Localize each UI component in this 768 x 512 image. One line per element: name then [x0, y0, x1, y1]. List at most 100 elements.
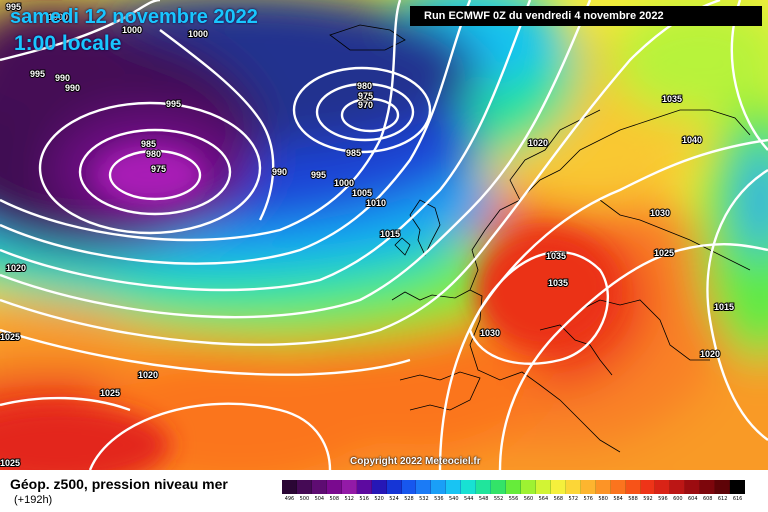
legend-tick: 544	[463, 496, 474, 502]
isobar-label: 1010	[366, 198, 386, 208]
legend-swatch	[476, 480, 492, 494]
legend-swatch	[296, 480, 312, 494]
legend-swatch	[521, 480, 536, 494]
legend-tick: 500	[299, 496, 310, 502]
isobar-label: 1020	[700, 349, 720, 359]
legend-tick: 512	[344, 496, 354, 502]
legend-swatch	[655, 480, 671, 494]
legend-tick: 600	[673, 496, 683, 502]
legend-tick: 496	[284, 496, 295, 502]
coastlines	[329, 24, 751, 453]
legend-swatch	[715, 480, 731, 494]
legend-swatch	[640, 480, 656, 494]
legend-tick: 568	[553, 496, 564, 502]
isobar-label: 990	[55, 73, 70, 83]
legend-tick: 508	[329, 496, 340, 502]
legend-swatch	[371, 480, 387, 494]
isobar-label: 1035	[662, 94, 682, 104]
forecast-hour-label: (+192h)	[14, 494, 53, 506]
isobar-label: 1025	[654, 248, 674, 258]
legend-tick: 528	[404, 496, 414, 502]
isobar-label: 1020	[138, 370, 158, 380]
legend-tick-labels: 496 500 504 508 512 516 520 524 528 532 536 540 544 5…	[282, 496, 745, 506]
legend-swatch	[625, 480, 641, 494]
legend-swatch	[326, 480, 342, 494]
legend-tick: 536	[434, 496, 444, 502]
isobar-label: 980	[357, 81, 372, 91]
isobar-label: 975	[358, 91, 373, 101]
isobar-label: 1025	[0, 458, 20, 468]
legend-swatch	[685, 480, 701, 494]
isobar-label: 1030	[650, 208, 670, 218]
isobar-label: 1035	[548, 278, 568, 288]
forecast-time-title: 1:00 locale	[14, 32, 122, 55]
legend-swatch	[700, 480, 716, 494]
legend-swatch	[311, 480, 327, 494]
legend-tick: 520	[374, 496, 384, 502]
isobar-label: 1000	[334, 178, 354, 188]
legend-tick: 580	[598, 496, 608, 502]
legend-swatch	[580, 480, 596, 494]
legend-tick: 588	[628, 496, 638, 502]
legend-swatch	[446, 480, 462, 494]
legend-tick: 592	[643, 496, 653, 502]
legend-tick: 524	[389, 496, 399, 502]
legend-tick: 564	[538, 496, 549, 502]
copyright-notice: Copyright 2022 Meteociel.fr	[350, 456, 481, 467]
map-product-title: Géop. z500, pression niveau mer	[10, 476, 228, 492]
legend-tick: 504	[314, 496, 325, 502]
legend-swatch	[535, 480, 551, 494]
forecast-date-title: samedi 12 novembre 2022	[10, 6, 258, 28]
legend-swatch	[356, 480, 372, 494]
legend-color-bar	[282, 480, 746, 494]
isobar-label: 970	[358, 100, 373, 110]
isobar-label: 995	[311, 170, 326, 180]
isobar-label: 1040	[682, 135, 702, 145]
isobar-label: 1025	[100, 388, 120, 398]
legend-swatch	[461, 480, 477, 494]
legend-tick: 596	[658, 496, 668, 502]
isobar-label: 1020	[6, 263, 26, 273]
legend-swatch	[550, 480, 566, 494]
forecast-map: 995 1000 1000 1000 995 990 990 995 980 9…	[0, 0, 768, 470]
legend-swatch	[282, 480, 297, 494]
legend-tick: 532	[419, 496, 429, 502]
isobar-label: 975	[151, 164, 166, 174]
legend-swatch	[730, 480, 746, 494]
isobar-label: 990	[65, 83, 80, 93]
isobar-label: 995	[30, 69, 45, 79]
run-info-banner: Run ECMWF 0Z du vendredi 4 novembre 2022	[410, 6, 762, 26]
color-scale-legend: 496 500 504 508 512 516 520 524 528 532 536 540 544 5…	[282, 480, 746, 508]
legend-swatch	[610, 480, 626, 494]
legend-tick: 604	[688, 496, 698, 502]
legend-swatch	[595, 480, 611, 494]
legend-tick: 548	[478, 496, 489, 502]
isobar-label: 1000	[48, 12, 68, 22]
legend-tick: 572	[568, 496, 579, 502]
legend-tick: 516	[359, 496, 369, 502]
legend-tick: 576	[583, 496, 593, 502]
legend-swatch	[670, 480, 686, 494]
legend-tick: 560	[523, 496, 534, 502]
legend-tick: 612	[717, 496, 728, 502]
legend-swatch	[506, 480, 521, 494]
isobar-label: 1005	[352, 188, 372, 198]
legend-swatch	[565, 480, 581, 494]
legend-swatch	[416, 480, 432, 494]
isobar-label: 1015	[380, 229, 400, 239]
isobar-label: 995	[166, 99, 181, 109]
legend-tick: 556	[508, 496, 519, 502]
legend-swatch	[491, 480, 507, 494]
isobar-label: 1030	[480, 328, 500, 338]
legend-tick: 540	[449, 496, 459, 502]
legend-tick: 608	[702, 496, 713, 502]
legend-swatch	[431, 480, 447, 494]
legend-swatch	[386, 480, 402, 494]
legend-swatch	[341, 480, 357, 494]
isobar-label: 1015	[714, 302, 734, 312]
isobar-label: 1020	[528, 138, 548, 148]
isobar-label: 990	[272, 167, 287, 177]
legend-swatch	[401, 480, 417, 494]
isobar-label: 985	[346, 148, 361, 158]
